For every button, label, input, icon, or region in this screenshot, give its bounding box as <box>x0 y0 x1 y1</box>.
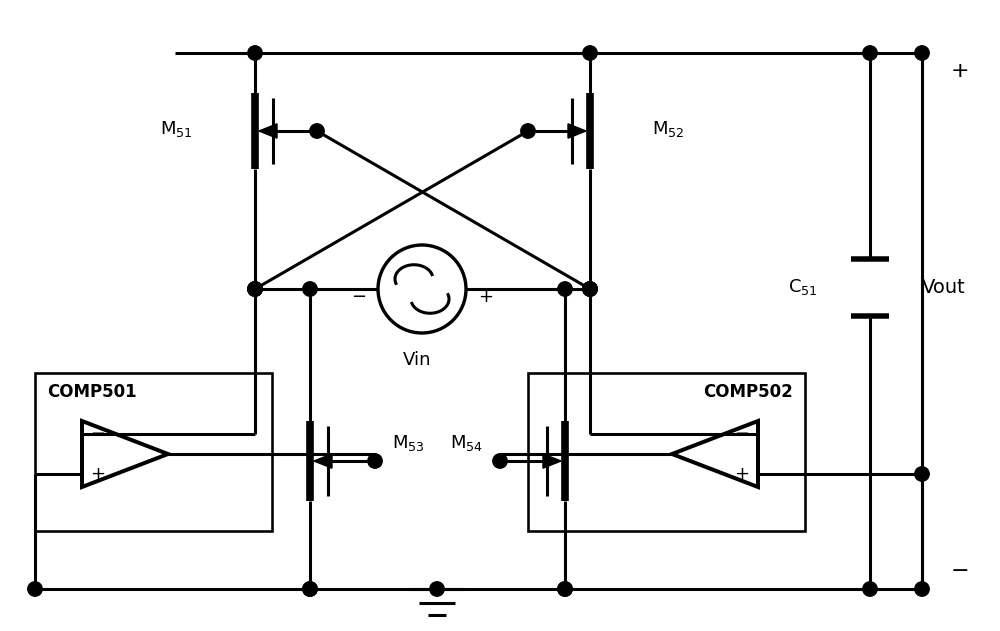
Circle shape <box>915 467 929 481</box>
Circle shape <box>248 282 262 296</box>
Text: COMP502: COMP502 <box>703 383 793 401</box>
Text: Vin: Vin <box>403 351 431 369</box>
Circle shape <box>863 582 877 596</box>
Circle shape <box>915 582 929 596</box>
Text: M$_{54}$: M$_{54}$ <box>450 433 483 453</box>
Circle shape <box>558 582 572 596</box>
Text: Vout: Vout <box>922 278 966 297</box>
Text: +: + <box>951 61 969 81</box>
Circle shape <box>521 124 535 138</box>
Text: −: − <box>951 561 969 581</box>
Circle shape <box>310 124 324 138</box>
Text: +: + <box>90 465 106 483</box>
Circle shape <box>583 282 597 296</box>
Circle shape <box>368 454 382 468</box>
Circle shape <box>583 46 597 60</box>
Circle shape <box>558 582 572 596</box>
Bar <box>35 373 272 531</box>
Text: M$_{52}$: M$_{52}$ <box>652 119 684 139</box>
Circle shape <box>303 282 317 296</box>
Text: COMP501: COMP501 <box>47 383 137 401</box>
Polygon shape <box>568 124 586 138</box>
Text: −: − <box>734 425 750 443</box>
Text: +: + <box>478 288 493 306</box>
Text: −: − <box>351 288 366 306</box>
Circle shape <box>915 46 929 60</box>
Bar <box>528 373 805 531</box>
Circle shape <box>430 582 444 596</box>
Circle shape <box>248 282 262 296</box>
Circle shape <box>28 582 42 596</box>
Circle shape <box>303 582 317 596</box>
Polygon shape <box>314 454 332 468</box>
Polygon shape <box>543 454 561 468</box>
Text: C$_{51}$: C$_{51}$ <box>788 278 818 297</box>
Circle shape <box>493 454 507 468</box>
Circle shape <box>248 46 262 60</box>
Text: M$_{51}$: M$_{51}$ <box>160 119 193 139</box>
Text: −: − <box>90 425 106 443</box>
Circle shape <box>303 582 317 596</box>
Text: M$_{53}$: M$_{53}$ <box>392 433 425 453</box>
Circle shape <box>248 282 262 296</box>
Circle shape <box>558 282 572 296</box>
Circle shape <box>583 282 597 296</box>
Circle shape <box>863 46 877 60</box>
Polygon shape <box>259 124 277 138</box>
Text: +: + <box>734 465 750 483</box>
Circle shape <box>583 282 597 296</box>
